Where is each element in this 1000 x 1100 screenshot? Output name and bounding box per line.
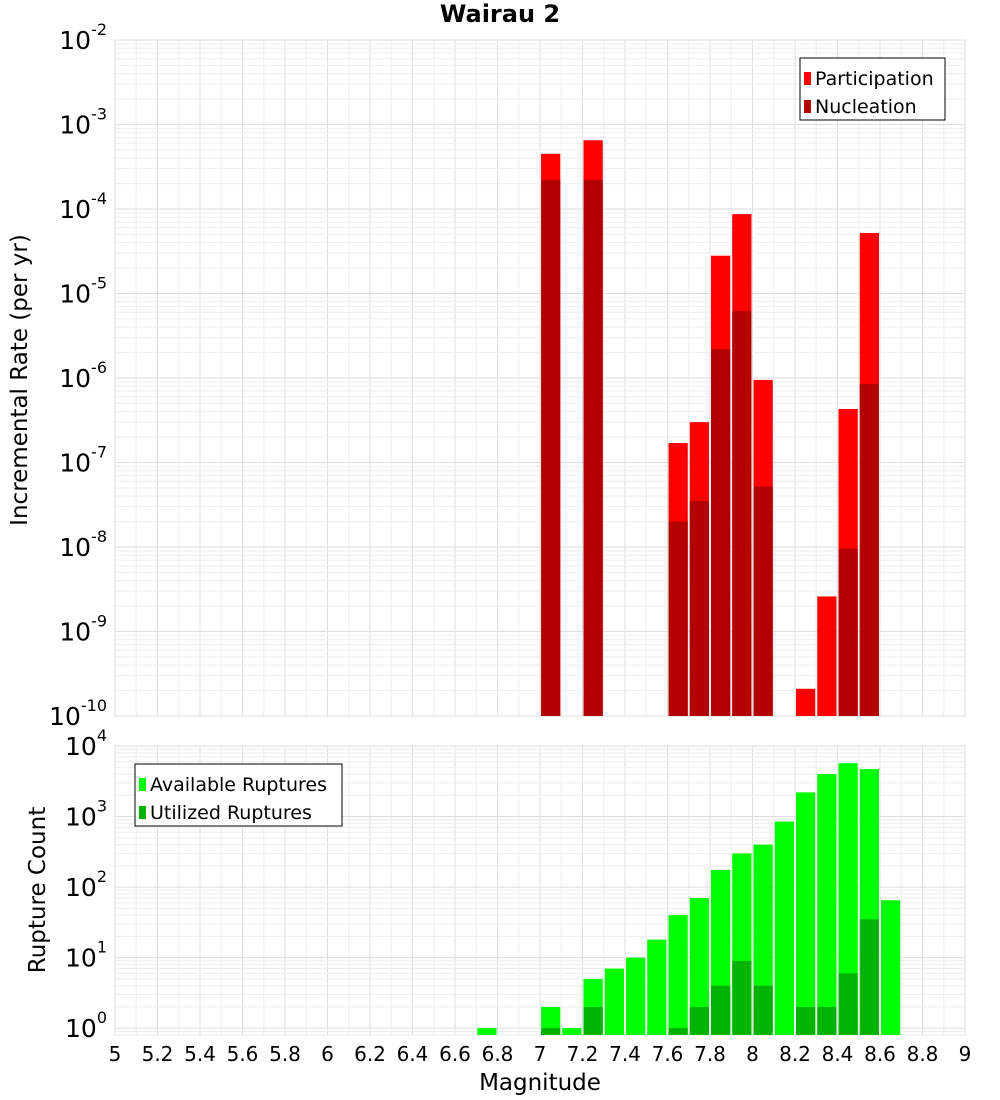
bottom-bar xyxy=(626,957,646,1035)
x-axis-title: Magnitude xyxy=(479,1070,601,1096)
bottom-bar xyxy=(732,960,752,1035)
bottom-legend-box xyxy=(134,763,343,827)
bottom-legend-label: Available Ruptures xyxy=(150,774,327,796)
top-grid xyxy=(114,39,966,717)
bottom-x-tick-label: 6.2 xyxy=(354,1042,386,1066)
top-y-tick-label: 10-5 xyxy=(59,274,107,309)
top-bar xyxy=(817,596,837,716)
bottom-bar xyxy=(647,939,667,1035)
bottom-bar xyxy=(668,915,688,1035)
bottom-y-tick-label: 104 xyxy=(65,726,107,761)
top-legend-swatch xyxy=(804,72,811,85)
top-bar xyxy=(753,486,773,716)
bottom-bar xyxy=(753,985,773,1035)
top-y-tick-label: 10-4 xyxy=(59,189,107,224)
bottom-legend-swatch xyxy=(139,778,146,791)
top-legend: Participation Nucleation xyxy=(799,57,946,121)
bottom-bar xyxy=(881,900,901,1035)
top-bar xyxy=(583,180,603,716)
bottom-bar xyxy=(859,919,879,1035)
bottom-bar xyxy=(838,973,858,1035)
top-y-tick-label: 10-9 xyxy=(59,612,107,647)
top-y-tick-label: 10-10 xyxy=(49,696,107,731)
bottom-x-tick-label: 7.8 xyxy=(694,1042,726,1066)
bottom-bar xyxy=(562,1028,582,1035)
bottom-y-tick-label: 101 xyxy=(65,938,107,973)
bottom-bar xyxy=(604,968,624,1035)
chart-title: Wairau 2 xyxy=(440,0,560,28)
top-legend-label: Participation xyxy=(815,68,934,90)
top-y-tick-label: 10-3 xyxy=(59,105,107,140)
bottom-bar xyxy=(796,1006,816,1035)
top-y-tick-label: 10-2 xyxy=(59,20,107,55)
bottom-y-ticks: 104 103 102 101 100 xyxy=(65,726,107,1043)
bottom-legend-swatch xyxy=(139,806,146,819)
bottom-bar xyxy=(796,792,816,1035)
bottom-bar xyxy=(817,774,837,1035)
bottom-x-tick-label: 8.2 xyxy=(779,1042,811,1066)
bottom-bar xyxy=(774,821,794,1035)
top-legend-label: Nucleation xyxy=(815,96,917,118)
top-legend-swatch xyxy=(804,100,811,113)
bottom-legend: Available Ruptures Utilized Ruptures xyxy=(134,763,343,827)
bottom-bar xyxy=(541,1028,561,1035)
top-bar xyxy=(689,501,709,716)
bottom-y-tick-label: 103 xyxy=(65,797,107,832)
top-panel: 10-2 10-3 10-4 10-5 10-6 10-7 10-8 10-9 10-10 Par… xyxy=(49,20,966,731)
bottom-x-tick-label: 8.6 xyxy=(864,1042,896,1066)
bottom-bar xyxy=(477,1028,497,1035)
top-y-ticks: 10-2 10-3 10-4 10-5 10-6 10-7 10-8 10-9 10-10 xyxy=(49,20,107,731)
top-y-tick-label: 10-7 xyxy=(59,443,107,478)
top-y-tick-label: 10-6 xyxy=(59,358,107,393)
bottom-x-tick-label: 7.4 xyxy=(609,1042,641,1066)
bottom-bar xyxy=(689,1006,709,1035)
bottom-series-2 xyxy=(541,919,879,1035)
bottom-x-tick-label: 8 xyxy=(746,1042,759,1066)
bottom-x-tick-label: 6.8 xyxy=(482,1042,514,1066)
bottom-x-tick-label: 6 xyxy=(321,1042,334,1066)
bottom-x-tick-label: 8.8 xyxy=(907,1042,939,1066)
top-bar xyxy=(859,383,879,716)
bottom-x-tick-label: 6.4 xyxy=(397,1042,429,1066)
top-y-axis-title: Incremental Rate (per yr) xyxy=(7,234,33,526)
bottom-bar xyxy=(541,1006,561,1035)
top-bar xyxy=(668,521,688,716)
top-bar xyxy=(541,180,561,716)
top-legend-box xyxy=(799,57,946,121)
bottom-y-tick-label: 100 xyxy=(65,1008,107,1043)
bottom-x-tick-label: 7 xyxy=(534,1042,547,1066)
top-y-tick-label: 10-8 xyxy=(59,527,107,562)
bottom-legend-label: Utilized Ruptures xyxy=(150,802,312,824)
bottom-x-tick-label: 5 xyxy=(109,1042,122,1066)
top-bar xyxy=(732,311,752,716)
bottom-x-ticks: 5 5.2 5.4 5.6 5.8 6 6.2 6.4 6.6 6.8 7 7.2 7.4 7.6 7.8 8… xyxy=(109,1042,972,1066)
top-series-2 xyxy=(541,180,879,716)
bottom-bar xyxy=(689,898,709,1035)
top-bar xyxy=(838,548,858,716)
top-bar xyxy=(796,688,816,716)
bottom-x-tick-label: 5.8 xyxy=(269,1042,301,1066)
bottom-series-1 xyxy=(477,763,901,1035)
bottom-bar xyxy=(711,985,731,1035)
bottom-x-tick-label: 5.6 xyxy=(227,1042,259,1066)
bottom-bar xyxy=(838,763,858,1035)
top-bar xyxy=(711,349,731,716)
bottom-x-tick-label: 5.2 xyxy=(142,1042,174,1066)
bottom-y-tick-label: 102 xyxy=(65,867,107,902)
bottom-x-tick-label: 5.4 xyxy=(184,1042,216,1066)
bottom-bar xyxy=(583,1006,603,1035)
bottom-x-tick-label: 7.6 xyxy=(652,1042,684,1066)
bottom-x-tick-label: 7.2 xyxy=(567,1042,599,1066)
bottom-x-tick-label: 9 xyxy=(959,1042,972,1066)
bottom-bar xyxy=(817,1006,837,1035)
bottom-y-axis-title: Rupture Count xyxy=(25,807,51,973)
bottom-x-tick-label: 8.4 xyxy=(822,1042,854,1066)
bottom-bar xyxy=(668,1028,688,1035)
bottom-x-tick-label: 6.6 xyxy=(439,1042,471,1066)
